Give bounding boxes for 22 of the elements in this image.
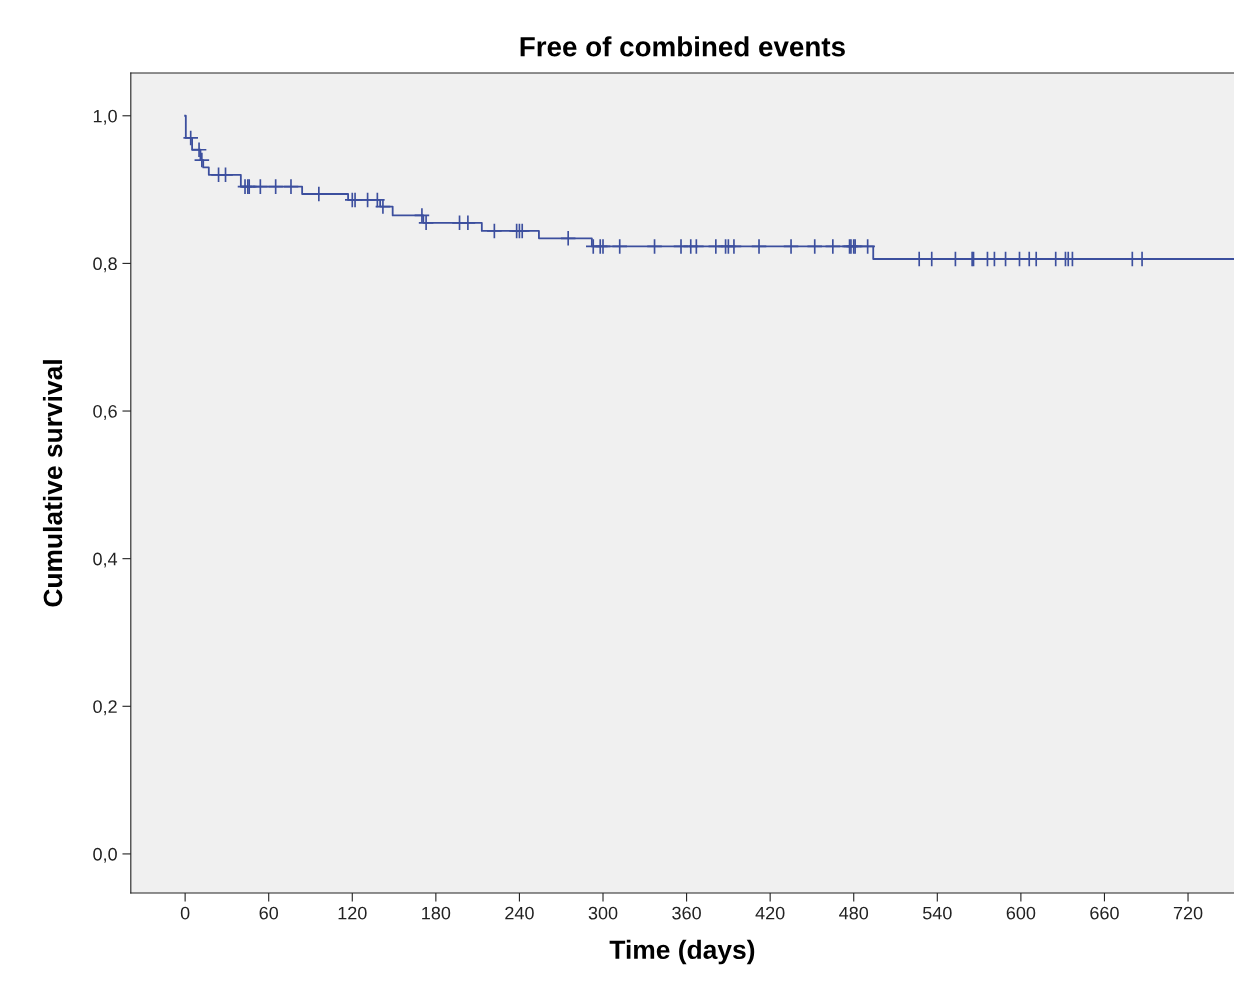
y-tick-label: 0,2: [93, 700, 117, 716]
x-tick-label: 60: [259, 906, 279, 920]
x-tick-label: 360: [672, 906, 701, 920]
x-tick-label: 180: [422, 906, 451, 920]
x-tick-label: 120: [338, 906, 367, 920]
y-tick-label: 0,4: [93, 552, 118, 568]
chart-title: Free of combined events: [520, 36, 845, 57]
x-tick-label: 300: [588, 906, 618, 920]
x-tick-label: 480: [839, 906, 869, 920]
x-tick-label: 420: [755, 906, 785, 920]
x-tick-label: 540: [922, 906, 952, 920]
y-tick-label: 1,0: [93, 109, 117, 125]
y-tick-label: 0,0: [93, 847, 117, 863]
x-tick-label: 720: [1173, 906, 1203, 920]
x-tick-label: 240: [505, 906, 534, 920]
y-axis-title: Cumulative survival: [42, 360, 63, 607]
x-tick-label: 0: [180, 906, 190, 920]
x-axis-title: Time (days): [609, 939, 755, 965]
y-tick-label: 0,6: [93, 404, 117, 420]
x-tick-label: 600: [1006, 906, 1036, 920]
y-tick-label: 0,8: [93, 257, 117, 273]
x-tick-label: 660: [1090, 906, 1119, 920]
